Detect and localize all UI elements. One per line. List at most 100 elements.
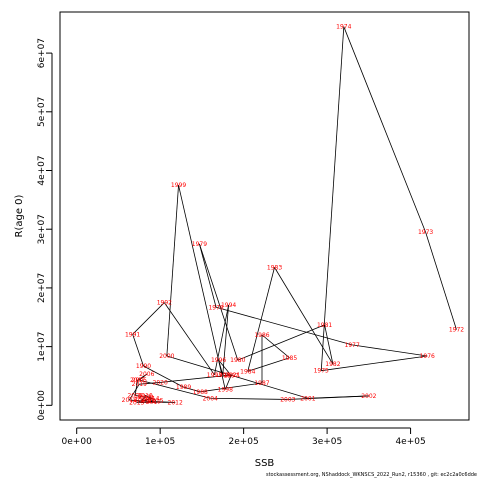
segment-2007-2008 (134, 380, 139, 396)
point-label-2001: 2001 (300, 395, 315, 402)
point-label-1981: 1981 (317, 322, 332, 329)
point-label-2005: 2005 (132, 377, 147, 384)
series-line (128, 26, 457, 403)
point-label-1997: 1997 (223, 372, 238, 379)
x-tick-label: 4e+05 (395, 437, 425, 447)
point-label-1988: 1988 (193, 389, 208, 396)
y-axis: 0e+00 1e+07 2e+07 3e+07 4e+07 5e+07 6e+07 (37, 38, 53, 421)
footer-text: stockassessment.org, NShaddock_WKNSCS_20… (265, 472, 477, 478)
point-label-2007: 2007 (130, 377, 145, 384)
segment-2000-2001 (166, 355, 309, 399)
y-tick-label: 0e+00 (37, 390, 47, 421)
point-label-1999: 1999 (171, 182, 186, 189)
segment-1981-1982 (324, 324, 334, 365)
point-label-1980: 1980 (230, 357, 245, 364)
segment-2008-2009 (135, 394, 147, 398)
segment-1975-1976 (321, 355, 428, 372)
point-label-2011: 2011 (140, 398, 155, 405)
segment-1988-1989 (183, 386, 201, 393)
point-label-1985: 1985 (282, 355, 297, 362)
segment-1972-1973 (425, 232, 457, 330)
point-label-2012: 2012 (168, 399, 183, 406)
point-label-1990: 1990 (136, 363, 151, 370)
segment-2009-2010 (141, 396, 147, 400)
segment-1994-1995 (222, 304, 230, 375)
segment-2006-2007 (137, 373, 148, 381)
segment-1984-1985 (247, 357, 290, 372)
segment-1979-1980 (199, 243, 239, 361)
point-label-2002: 2002 (361, 393, 376, 400)
segment-2016-2017 (144, 395, 154, 403)
point-label-2015: 2015 (148, 398, 163, 405)
point-label-1986: 1986 (254, 332, 269, 339)
point-label-1992: 1992 (157, 300, 172, 307)
point-label-1993: 1993 (207, 372, 222, 379)
point-label-2010: 2010 (134, 396, 149, 403)
y-tick-label: 3e+07 (37, 214, 47, 244)
point-label-1991: 1991 (125, 331, 140, 338)
point-label-1972: 1972 (449, 327, 464, 334)
segment-2015-2016 (144, 394, 157, 401)
point-label-2013: 2013 (129, 399, 144, 406)
point-label-1977: 1977 (345, 342, 360, 349)
point-label-1974: 1974 (336, 24, 351, 31)
y-tick-label: 6e+07 (37, 38, 47, 68)
segment-1974-1975 (320, 26, 345, 371)
segment-1999-2000 (166, 185, 179, 357)
point-label-1983: 1983 (267, 264, 282, 271)
segment-1978-1979 (199, 243, 217, 308)
point-label-2019: 2019 (132, 381, 147, 388)
point-label-2017: 2017 (146, 399, 161, 406)
point-label-1973: 1973 (418, 229, 433, 236)
point-label-1998: 1998 (218, 386, 233, 393)
point-label-1982: 1982 (325, 361, 340, 368)
y-tick-label: 5e+07 (37, 97, 47, 127)
point-label-1994: 1994 (221, 302, 236, 309)
segment-1977-1978 (215, 306, 353, 346)
point-label-1976: 1976 (420, 353, 435, 360)
x-tick-label: 0e+00 (62, 437, 93, 447)
point-label-1989: 1989 (176, 384, 191, 391)
point-label-2004: 2004 (203, 395, 218, 402)
segment-2019-2020 (139, 382, 161, 385)
point-label-2008: 2008 (127, 392, 142, 399)
point-label-2000: 2000 (159, 353, 174, 360)
point-label-2016: 2016 (137, 392, 152, 399)
y-tick-label: 1e+07 (37, 331, 47, 361)
segment-2003-2004 (210, 397, 288, 400)
segment-1992-1993 (164, 302, 215, 376)
point-label-1995: 1995 (215, 372, 230, 379)
y-tick-label: 4e+07 (37, 155, 47, 185)
plot-frame (59, 11, 470, 421)
segment-1976-1977 (352, 344, 428, 357)
point-label-1979: 1979 (192, 241, 207, 248)
y-axis-title: R(age 0) (14, 194, 25, 237)
segment-1991-1992 (132, 302, 165, 335)
segment-1973-1974 (343, 26, 426, 233)
x-tick-label: 2e+05 (228, 437, 258, 447)
point-label-2020: 2020 (153, 379, 168, 386)
x-tick-label: 3e+05 (312, 437, 342, 447)
point-label-2014: 2014 (144, 395, 159, 402)
segment-1983-1984 (247, 267, 275, 372)
segment-1998-1999 (178, 185, 226, 390)
segment-1985-1986 (261, 334, 290, 359)
segment-2002-2003 (287, 395, 369, 400)
x-axis: 0e+00 1e+05 2e+05 3e+05 4e+05 (62, 427, 426, 447)
segment-1997-1998 (224, 375, 232, 390)
segment-1993-1994 (214, 304, 230, 375)
point-label-2006: 2006 (139, 371, 154, 378)
point-label-2018: 2018 (122, 397, 137, 404)
point-label-1984: 1984 (240, 368, 255, 375)
segment-2018-2019 (128, 383, 140, 401)
segment-2020-2021 (160, 374, 233, 383)
point-label-1978: 1978 (208, 304, 223, 311)
segment-1990-1991 (132, 334, 144, 367)
point-label-1996: 1996 (211, 357, 226, 364)
point-label-2003: 2003 (280, 396, 295, 403)
segment-2017-2018 (129, 399, 154, 403)
point-label-2021: 2021 (225, 372, 240, 379)
point-label-2009: 2009 (138, 394, 153, 401)
segment-1982-1983 (274, 267, 334, 365)
